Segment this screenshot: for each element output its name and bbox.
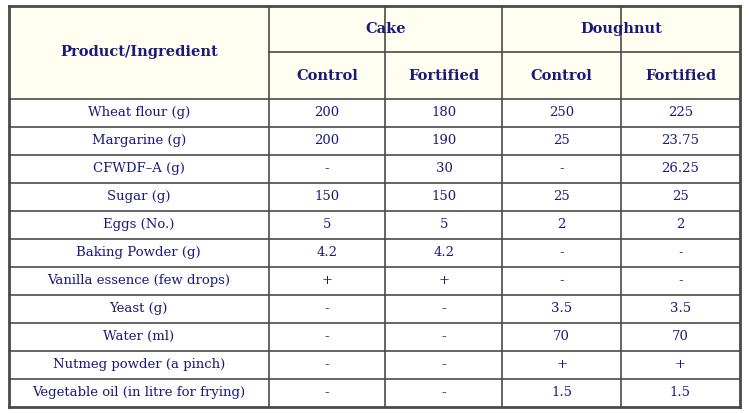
Text: -: - bbox=[324, 302, 330, 315]
Bar bbox=[9, 379, 740, 407]
Bar bbox=[9, 239, 740, 267]
Text: 1.5: 1.5 bbox=[670, 386, 691, 399]
Text: Fortified: Fortified bbox=[408, 69, 479, 83]
Text: Fortified: Fortified bbox=[645, 69, 716, 83]
Text: 250: 250 bbox=[549, 106, 574, 119]
Text: 4.2: 4.2 bbox=[434, 246, 455, 259]
Text: 25: 25 bbox=[554, 134, 570, 147]
Text: -: - bbox=[560, 274, 564, 287]
Text: -: - bbox=[324, 386, 330, 399]
Text: +: + bbox=[675, 358, 686, 371]
Text: Wheat flour (g): Wheat flour (g) bbox=[88, 106, 189, 119]
Text: -: - bbox=[324, 162, 330, 175]
Text: Vegetable oil (in litre for frying): Vegetable oil (in litre for frying) bbox=[32, 386, 246, 399]
Text: 25: 25 bbox=[672, 190, 689, 203]
Text: Cake: Cake bbox=[366, 22, 406, 36]
Text: Control: Control bbox=[296, 69, 358, 83]
Text: 190: 190 bbox=[431, 134, 457, 147]
Text: 70: 70 bbox=[554, 330, 570, 343]
Text: 3.5: 3.5 bbox=[551, 302, 572, 315]
Bar bbox=[9, 267, 740, 295]
Text: Eggs (No.): Eggs (No.) bbox=[103, 218, 175, 231]
Text: -: - bbox=[442, 330, 446, 343]
Text: -: - bbox=[324, 358, 330, 371]
Bar bbox=[9, 295, 740, 323]
Text: Sugar (g): Sugar (g) bbox=[107, 190, 171, 203]
Text: 5: 5 bbox=[440, 218, 448, 231]
Text: 200: 200 bbox=[315, 134, 339, 147]
Bar bbox=[9, 323, 740, 351]
Text: CFWDF–A (g): CFWDF–A (g) bbox=[93, 162, 185, 175]
Text: Vanilla essence (few drops): Vanilla essence (few drops) bbox=[47, 274, 230, 287]
Text: Margarine (g): Margarine (g) bbox=[91, 134, 186, 147]
Text: Product/Ingredient: Product/Ingredient bbox=[60, 45, 218, 59]
Text: Baking Powder (g): Baking Powder (g) bbox=[76, 246, 201, 259]
Bar bbox=[9, 6, 740, 52]
Text: -: - bbox=[560, 162, 564, 175]
Bar bbox=[9, 52, 740, 99]
Bar bbox=[9, 99, 740, 127]
Bar bbox=[9, 211, 740, 239]
Text: -: - bbox=[442, 358, 446, 371]
Text: 2: 2 bbox=[557, 218, 565, 231]
Text: 150: 150 bbox=[431, 190, 456, 203]
Text: 25: 25 bbox=[554, 190, 570, 203]
Text: +: + bbox=[438, 274, 449, 287]
Text: Control: Control bbox=[531, 69, 592, 83]
Text: +: + bbox=[557, 358, 567, 371]
Text: Yeast (g): Yeast (g) bbox=[109, 302, 168, 315]
Text: 200: 200 bbox=[315, 106, 339, 119]
Text: 3.5: 3.5 bbox=[670, 302, 691, 315]
Text: 26.25: 26.25 bbox=[661, 162, 700, 175]
Text: +: + bbox=[321, 274, 333, 287]
Text: -: - bbox=[678, 246, 683, 259]
Text: 5: 5 bbox=[323, 218, 331, 231]
Text: 180: 180 bbox=[431, 106, 456, 119]
Bar bbox=[9, 351, 740, 379]
Text: 23.75: 23.75 bbox=[661, 134, 700, 147]
Bar bbox=[9, 155, 740, 183]
Text: 150: 150 bbox=[315, 190, 339, 203]
Text: 2: 2 bbox=[676, 218, 685, 231]
Text: -: - bbox=[678, 274, 683, 287]
Text: 4.2: 4.2 bbox=[317, 246, 338, 259]
Text: -: - bbox=[442, 386, 446, 399]
Text: Water (ml): Water (ml) bbox=[103, 330, 175, 343]
Bar bbox=[9, 127, 740, 155]
Bar bbox=[9, 183, 740, 211]
Text: 30: 30 bbox=[435, 162, 452, 175]
Text: -: - bbox=[324, 330, 330, 343]
Text: 1.5: 1.5 bbox=[551, 386, 572, 399]
Text: -: - bbox=[442, 302, 446, 315]
Text: Doughnut: Doughnut bbox=[580, 22, 662, 36]
Text: 225: 225 bbox=[668, 106, 693, 119]
Text: -: - bbox=[560, 246, 564, 259]
Text: Nutmeg powder (a pinch): Nutmeg powder (a pinch) bbox=[52, 358, 225, 371]
Text: 70: 70 bbox=[672, 330, 689, 343]
